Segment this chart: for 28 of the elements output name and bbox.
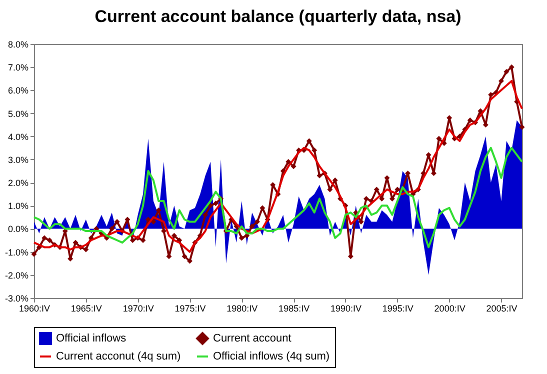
x-tick-label: 1980:IV <box>226 304 258 314</box>
y-tick-label: -2.0% <box>4 270 28 280</box>
x-tick-label: 1990:IV <box>330 304 362 314</box>
y-tick-label: 6.0% <box>8 86 28 96</box>
x-tick-label: 2000:IV <box>434 304 466 314</box>
x-tick-label: 1965:IV <box>70 304 102 314</box>
y-tick-label: 1.0% <box>8 201 28 212</box>
x-tick-label: 1970:IV <box>122 304 154 314</box>
line-series <box>33 146 523 248</box>
y-tick-label: 0.0% <box>8 224 28 234</box>
x-tick-label: 1960:IV <box>18 304 50 314</box>
y-tick-label: 4.0% <box>8 132 28 142</box>
legend-label: Official inflows (4q sum) <box>213 350 330 362</box>
x-tick-label: 2005:IV <box>486 304 518 314</box>
legend-label: Official inflows <box>56 332 127 345</box>
y-tick-label: 2.0% <box>8 178 28 188</box>
y-tick-label: 5.0% <box>8 108 28 119</box>
x-tick-label: 1975:IV <box>174 304 206 314</box>
y-tick-label: -1.0% <box>4 247 28 258</box>
y-tick-label: 3.0% <box>8 154 28 165</box>
legend-label: Current acconut (4q sum) <box>56 350 181 362</box>
chart-title: Current account balance (quarterly data, nsa) <box>94 7 462 26</box>
legend-label: Current account <box>213 332 292 345</box>
y-tick-label: -3.0% <box>4 294 28 304</box>
x-tick-label: 1985:IV <box>278 304 310 314</box>
x-tick-label: 1995:IV <box>382 304 414 314</box>
y-tick-label: 7.0% <box>8 62 28 73</box>
y-tick-label: 8.0% <box>8 40 28 50</box>
